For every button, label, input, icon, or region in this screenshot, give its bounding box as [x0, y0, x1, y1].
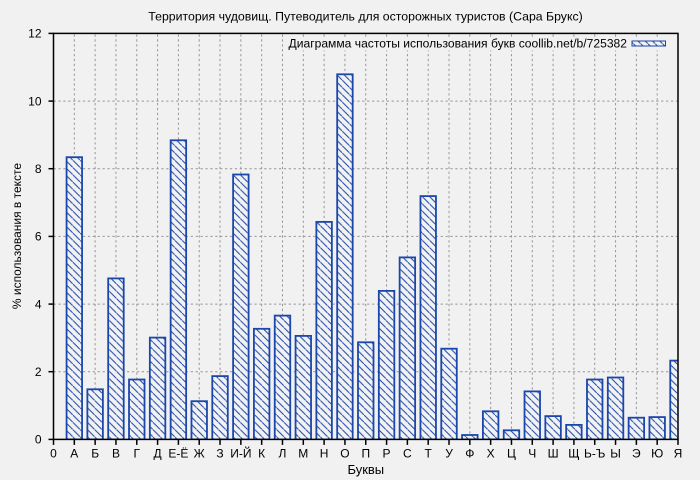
svg-text:Ш: Ш [548, 447, 559, 461]
svg-text:И-Й: И-Й [230, 446, 251, 461]
svg-text:Ц: Ц [507, 447, 516, 461]
svg-text:З: З [216, 447, 223, 461]
svg-text:Ф: Ф [465, 447, 474, 461]
svg-text:Г: Г [134, 447, 141, 461]
svg-text:Ю: Ю [651, 447, 663, 461]
svg-text:12: 12 [28, 27, 42, 41]
svg-text:Ы: Ы [610, 447, 621, 461]
svg-text:Щ: Щ [568, 447, 579, 461]
svg-text:8: 8 [35, 162, 42, 176]
svg-text:Н: Н [320, 447, 329, 461]
svg-text:% использования в тексте: % использования в тексте [10, 163, 24, 309]
svg-text:У: У [445, 447, 453, 461]
svg-text:Я: Я [674, 447, 683, 461]
svg-text:4: 4 [35, 297, 42, 311]
svg-text:Ж: Ж [194, 447, 205, 461]
svg-text:Е-Ё: Е-Ё [168, 447, 188, 461]
svg-text:0: 0 [50, 447, 57, 461]
svg-text:Л: Л [279, 447, 287, 461]
svg-text:Т: Т [425, 447, 433, 461]
svg-text:2: 2 [35, 365, 42, 379]
svg-text:М: М [298, 447, 308, 461]
svg-text:В: В [112, 447, 120, 461]
svg-text:С: С [403, 447, 412, 461]
svg-text:10: 10 [28, 94, 42, 108]
svg-text:Х: Х [487, 447, 495, 461]
svg-text:Буквы: Буквы [347, 462, 384, 477]
svg-text:Б: Б [91, 447, 99, 461]
svg-text:К: К [258, 447, 265, 461]
svg-text:Э: Э [632, 447, 641, 461]
svg-text:Диаграмма частоты использовани: Диаграмма частоты использования букв coo… [289, 37, 628, 51]
svg-text:Д: Д [154, 447, 162, 461]
svg-text:0: 0 [35, 433, 42, 447]
svg-text:А: А [70, 447, 78, 461]
svg-text:Ь-Ъ: Ь-Ъ [584, 447, 605, 461]
svg-text:6: 6 [35, 230, 42, 244]
svg-text:Ч: Ч [528, 447, 536, 461]
svg-text:Р: Р [383, 447, 391, 461]
svg-text:Территория чудовищ. Путеводите: Территория чудовищ. Путеводитель для ост… [148, 10, 582, 24]
svg-text:О: О [340, 447, 349, 461]
svg-text:П: П [361, 447, 370, 461]
